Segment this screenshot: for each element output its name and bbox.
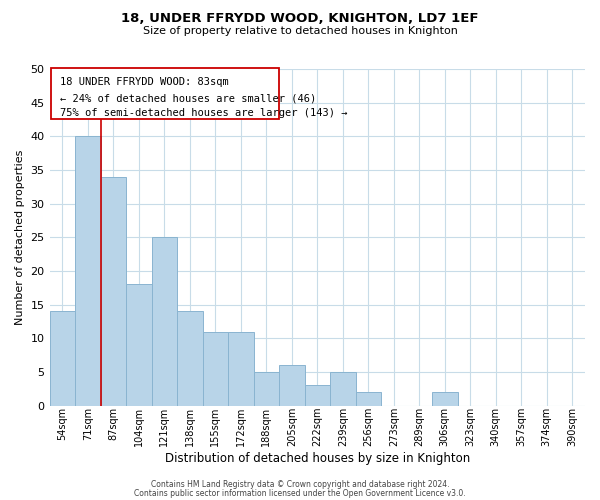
Bar — [50, 312, 75, 406]
Text: Size of property relative to detached houses in Knighton: Size of property relative to detached ho… — [143, 26, 457, 36]
Bar — [126, 284, 152, 406]
Bar — [279, 365, 305, 406]
Bar — [152, 238, 177, 406]
Bar — [330, 372, 356, 406]
Bar — [177, 312, 203, 406]
Bar — [305, 386, 330, 406]
Text: 18, UNDER FFRYDD WOOD, KNIGHTON, LD7 1EF: 18, UNDER FFRYDD WOOD, KNIGHTON, LD7 1EF — [121, 12, 479, 26]
Text: 18 UNDER FFRYDD WOOD: 83sqm: 18 UNDER FFRYDD WOOD: 83sqm — [60, 77, 229, 87]
Y-axis label: Number of detached properties: Number of detached properties — [15, 150, 25, 325]
Text: Contains HM Land Registry data © Crown copyright and database right 2024.: Contains HM Land Registry data © Crown c… — [151, 480, 449, 489]
Bar — [75, 136, 101, 406]
Bar — [356, 392, 381, 406]
Bar — [101, 176, 126, 406]
Text: 75% of semi-detached houses are larger (143) →: 75% of semi-detached houses are larger (… — [60, 108, 347, 118]
X-axis label: Distribution of detached houses by size in Knighton: Distribution of detached houses by size … — [164, 452, 470, 465]
Bar — [203, 332, 228, 406]
Text: ← 24% of detached houses are smaller (46): ← 24% of detached houses are smaller (46… — [60, 94, 316, 104]
Bar — [432, 392, 458, 406]
Text: Contains public sector information licensed under the Open Government Licence v3: Contains public sector information licen… — [134, 488, 466, 498]
Bar — [228, 332, 254, 406]
Bar — [254, 372, 279, 406]
